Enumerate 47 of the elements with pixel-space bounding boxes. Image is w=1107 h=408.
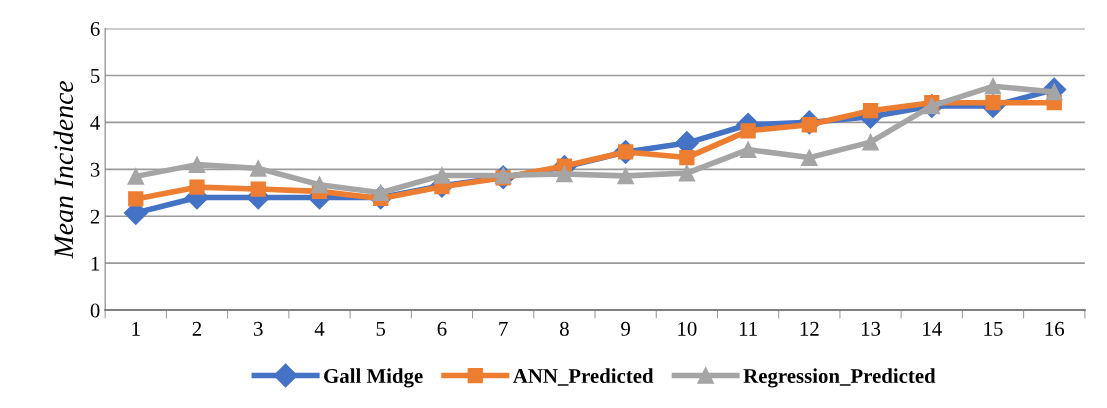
x-tick-label: 7 — [499, 322, 508, 336]
x-tick-label: 10 — [678, 321, 697, 336]
point — [250, 181, 266, 197]
y-tick-label: 4 — [90, 115, 100, 130]
point — [679, 149, 695, 166]
x-tick-label: 4 — [314, 321, 325, 336]
point — [984, 77, 1002, 95]
x-tick-label: 5 — [376, 322, 386, 336]
point — [740, 123, 756, 139]
x-tick-label: 15 — [984, 321, 1003, 336]
point — [862, 133, 879, 151]
point — [433, 167, 451, 184]
x-tick-label: 8 — [559, 321, 569, 336]
x-tick-label: 6 — [437, 321, 447, 336]
point — [556, 165, 573, 183]
legend-label: Regression_Predicted — [743, 368, 936, 388]
point — [1045, 83, 1063, 101]
x-tick-label: 16 — [1045, 321, 1065, 336]
point — [617, 167, 634, 185]
y-tick-label: 1 — [91, 256, 100, 271]
x-tick-label: 2 — [192, 321, 202, 336]
point — [188, 156, 206, 173]
point — [311, 176, 328, 194]
point — [739, 141, 757, 158]
y-tick-label: 3 — [90, 162, 100, 177]
legend-label: ANN_Predicted — [512, 368, 654, 386]
point — [127, 168, 145, 185]
x-tick-label: 9 — [621, 321, 630, 336]
point — [862, 103, 879, 119]
y-tick-label: 2 — [90, 209, 100, 224]
x-tick-label: 3 — [254, 321, 263, 336]
point — [678, 164, 696, 182]
point — [923, 97, 941, 115]
point — [189, 179, 205, 195]
x-tick-label: 11 — [739, 321, 757, 336]
point — [128, 191, 144, 207]
x-tick-label: 14 — [923, 321, 942, 336]
y-tick-label: 6 — [90, 21, 100, 36]
y-axis-title: Mean Incidence — [53, 80, 74, 259]
x-tick-label: 1 — [132, 321, 140, 336]
y-tick-label: 0 — [90, 303, 100, 318]
point — [249, 160, 267, 177]
x-tick-label: 12 — [800, 321, 819, 336]
y-tick-label: 5 — [91, 69, 100, 83]
point — [800, 149, 818, 166]
legend-label: Gall Midge — [324, 368, 423, 388]
x-tick-label: 13 — [861, 321, 881, 336]
